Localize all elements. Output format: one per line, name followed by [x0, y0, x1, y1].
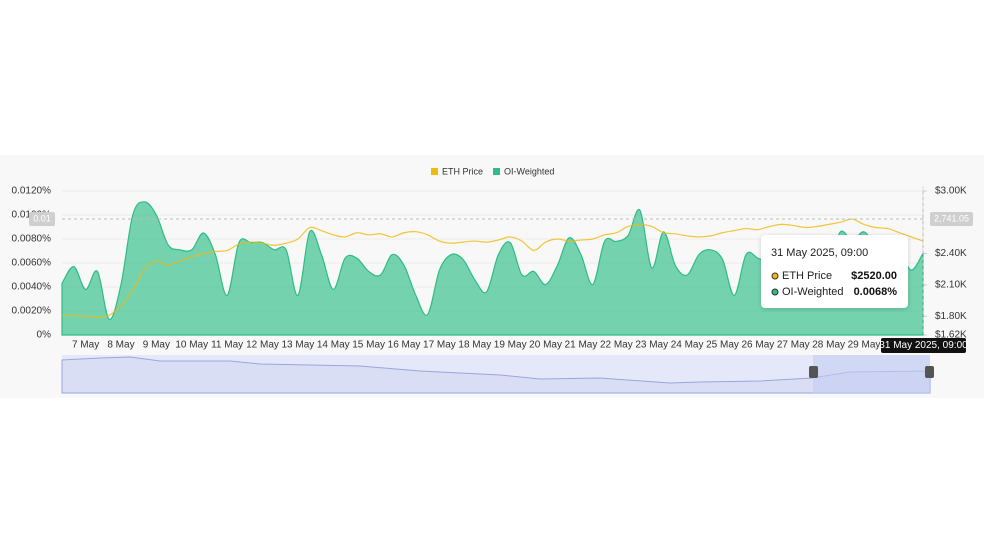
- y-tick-label: 0.0020%: [12, 306, 52, 317]
- tooltip-value: 0.0068%: [854, 286, 898, 298]
- x-tick-label: 8 May: [107, 340, 134, 351]
- x-tick-label: 20 May: [529, 340, 562, 351]
- crosshair-y-label: 0.01: [33, 213, 51, 223]
- tooltip-name: OI-Weighted: [782, 286, 844, 298]
- y-tick-label: 0%: [37, 330, 52, 341]
- x-tick-label: 29 May: [848, 340, 881, 351]
- crosshair-x-label: 31 May 2025, 09:00: [879, 340, 968, 351]
- tooltip-title: 31 May 2025, 09:00: [771, 247, 868, 259]
- x-tick-label: 13 May: [281, 340, 314, 351]
- tooltip-value: $2520.00: [851, 270, 897, 282]
- crosshair-y-badge: [29, 212, 55, 226]
- x-tick-label: 23 May: [635, 340, 668, 351]
- navigator-window: [813, 355, 930, 393]
- x-tick-label: 21 May: [565, 340, 598, 351]
- x-tick-label: 28 May: [812, 340, 845, 351]
- x-tick-label: 11 May: [211, 340, 243, 351]
- price-line: [61, 218, 924, 318]
- x-tick-label: 17 May: [423, 340, 456, 351]
- tooltip: [761, 235, 908, 308]
- y2-tick-label: $1.80K: [935, 311, 967, 322]
- x-tick-label: 15 May: [352, 340, 385, 351]
- tooltip-dot: [771, 272, 779, 280]
- x-tick-label: 27 May: [777, 340, 810, 351]
- x-tick-label: 22 May: [600, 340, 633, 351]
- legend-swatch: [493, 168, 501, 175]
- x-tick-label: 12 May: [246, 340, 279, 351]
- navigator-handle[interactable]: [809, 366, 818, 378]
- navigator-handle[interactable]: [925, 366, 934, 378]
- x-tick-label: 24 May: [671, 340, 704, 351]
- y2-tick-label: $2.10K: [935, 280, 967, 291]
- x-tick-label: 19 May: [494, 340, 527, 351]
- y2-tick-label: $1.62K: [935, 330, 967, 341]
- x-tick-label: 16 May: [388, 340, 421, 351]
- x-tick-label: 14 May: [317, 340, 350, 351]
- y-tick-label: 0.0120%: [12, 186, 52, 197]
- crosshair-y2-badge: [930, 212, 973, 226]
- crosshair-x-badge: [881, 338, 966, 353]
- legend-swatch: [431, 168, 438, 175]
- tooltip-dot: [771, 288, 779, 296]
- x-tick-label: 9 May: [143, 340, 170, 351]
- y-tick-label: 0.0040%: [12, 282, 52, 293]
- x-tick-label: 7 May: [72, 340, 99, 351]
- x-tick-label: 18 May: [458, 340, 491, 351]
- legend-label: ETH Price: [442, 166, 483, 176]
- y2-tick-label: $2.40K: [935, 248, 967, 259]
- tooltip-name: ETH Price: [782, 270, 832, 282]
- legend-label: OI-Weighted: [504, 166, 554, 176]
- x-tick-label: 25 May: [706, 340, 739, 351]
- crosshair-y2-label: 2,741.05: [934, 213, 969, 223]
- y-tick-label: 0.0080%: [12, 234, 52, 245]
- x-tick-label: 26 May: [741, 340, 774, 351]
- x-tick-label: 10 May: [175, 340, 208, 351]
- y2-tick-label: $3.00K: [935, 186, 967, 197]
- y-tick-label: 0.0060%: [12, 258, 52, 269]
